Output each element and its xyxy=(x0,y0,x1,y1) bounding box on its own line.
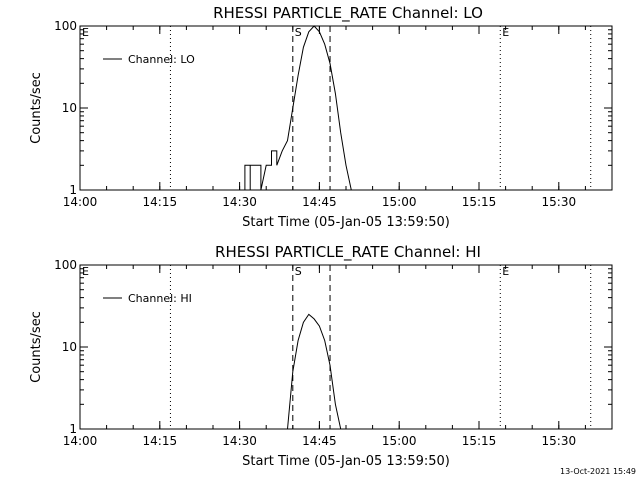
y-tick-label: 1 xyxy=(69,183,77,197)
series-line xyxy=(244,25,352,191)
x-tick-label: 14:30 xyxy=(222,195,257,209)
time-marker-label: E xyxy=(502,26,509,39)
x-tick-label: 15:15 xyxy=(462,195,497,209)
x-tick-label: 14:00 xyxy=(63,195,98,209)
time-marker-label: E xyxy=(82,265,89,278)
x-tick-label: 15:00 xyxy=(382,434,417,448)
footer-timestamp: 13-Oct-2021 15:49 xyxy=(560,467,636,476)
x-tick-label: 14:45 xyxy=(302,195,337,209)
plot-frame xyxy=(79,264,613,430)
x-axis-label: Start Time (05-Jan-05 13:59:50) xyxy=(242,215,450,230)
y-tick-label: 10 xyxy=(62,340,77,354)
legend-label: Channel: HI xyxy=(128,292,192,305)
chart-title: RHESSI PARTICLE_RATE Channel: HI xyxy=(215,243,481,262)
y-tick-label: 100 xyxy=(54,258,77,272)
series-line xyxy=(287,313,342,430)
y-tick-label: 10 xyxy=(62,101,77,115)
x-tick-label: 14:00 xyxy=(63,434,98,448)
legend-label: Channel: LO xyxy=(128,53,195,66)
time-marker-label: S xyxy=(295,265,302,278)
time-marker-label: E xyxy=(82,26,89,39)
chart-title: RHESSI PARTICLE_RATE Channel: LO xyxy=(213,4,483,23)
panel-hi: RHESSI PARTICLE_RATE Channel: HI Start T… xyxy=(29,243,613,469)
x-tick-label: 14:30 xyxy=(222,434,257,448)
time-marker-label: E xyxy=(502,265,509,278)
y-tick-label: 100 xyxy=(54,19,77,33)
y-axis-label: Counts/sec xyxy=(29,72,44,144)
y-axis-label: Counts/sec xyxy=(29,311,44,383)
x-tick-label: 15:30 xyxy=(542,195,577,209)
panel-lo: RHESSI PARTICLE_RATE Channel: LO Start T… xyxy=(29,4,613,230)
x-tick-label: 14:45 xyxy=(302,434,337,448)
x-tick-label: 14:15 xyxy=(143,434,178,448)
x-tick-label: 15:15 xyxy=(462,434,497,448)
x-tick-label: 14:15 xyxy=(143,195,178,209)
x-tick-label: 15:30 xyxy=(542,434,577,448)
x-axis-label: Start Time (05-Jan-05 13:59:50) xyxy=(242,454,450,469)
x-tick-label: 15:00 xyxy=(382,195,417,209)
time-marker-label: S xyxy=(295,26,302,39)
y-tick-label: 1 xyxy=(69,422,77,436)
